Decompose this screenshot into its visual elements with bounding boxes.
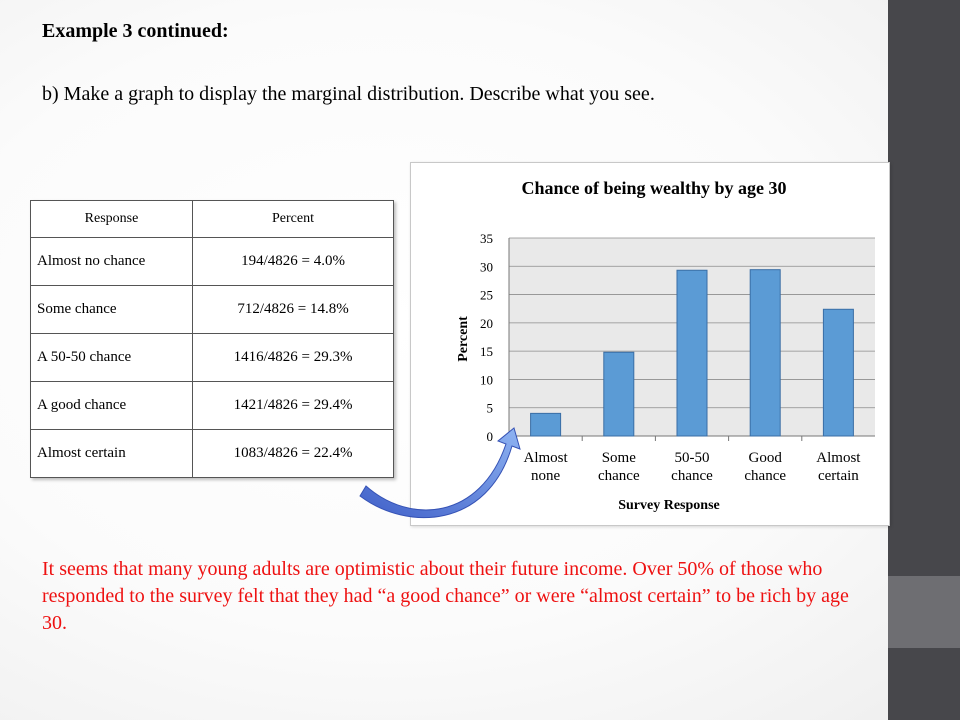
x-tick-label: 50-50 xyxy=(675,450,710,466)
x-tick-label: chance xyxy=(671,468,713,484)
x-tick-label: Good xyxy=(749,450,783,466)
table-row: A good chance 1421/4826 = 29.4% xyxy=(30,381,394,430)
cell-percent: 712/4826 = 14.8% xyxy=(192,285,394,334)
bar xyxy=(822,308,854,437)
y-tick-label: 15 xyxy=(480,344,493,359)
x-tick-label: certain xyxy=(818,468,859,484)
cell-response: Almost no chance xyxy=(30,237,193,286)
header-percent: Percent xyxy=(192,200,394,238)
x-tick-label: Almost xyxy=(816,450,861,466)
y-tick-label: 25 xyxy=(480,288,493,303)
y-axis-label: Percent xyxy=(456,316,471,362)
cell-percent: 1416/4826 = 29.3% xyxy=(192,333,394,382)
slide-question: b) Make a graph to display the marginal … xyxy=(42,83,655,105)
table-row: Some chance 712/4826 = 14.8% xyxy=(30,285,394,334)
table-header-row: Response Percent xyxy=(30,200,394,238)
bar xyxy=(676,269,708,437)
cell-response: A good chance xyxy=(30,381,193,430)
table-row: A 50-50 chance 1416/4826 = 29.3% xyxy=(30,333,394,382)
x-tick-label: none xyxy=(531,468,561,484)
x-tick-label: chance xyxy=(744,468,786,484)
y-tick-label: 30 xyxy=(480,259,493,274)
x-axis-label: Survey Response xyxy=(618,498,720,513)
slide-heading: Example 3 continued: xyxy=(42,20,229,42)
y-tick-label: 5 xyxy=(487,401,494,416)
y-tick-label: 10 xyxy=(480,372,493,387)
table-row: Almost certain 1083/4826 = 22.4% xyxy=(30,429,394,478)
y-tick-label: 20 xyxy=(480,316,493,331)
x-tick-label: Almost xyxy=(524,450,569,466)
y-tick-label: 35 xyxy=(480,231,493,246)
chart-title: Chance of being wealthy by age 30 xyxy=(522,178,787,198)
x-tick-label: chance xyxy=(598,468,640,484)
header-response: Response xyxy=(30,200,193,238)
bar xyxy=(603,351,635,437)
cell-response: A 50-50 chance xyxy=(30,333,193,382)
cell-percent: 1421/4826 = 29.4% xyxy=(192,381,394,430)
cell-percent: 194/4826 = 4.0% xyxy=(192,237,394,286)
y-tick-label: 0 xyxy=(487,429,494,444)
x-tick-label: Some xyxy=(602,450,637,466)
bar xyxy=(749,269,781,437)
bar xyxy=(530,412,562,437)
distribution-table: Response Percent Almost no chance 194/48… xyxy=(30,200,394,478)
cell-response: Almost certain xyxy=(30,429,193,478)
table-row: Almost no chance 194/4826 = 4.0% xyxy=(30,237,394,286)
cell-percent: 1083/4826 = 22.4% xyxy=(192,429,394,478)
bar-chart-svg: Chance of being wealthy by age 30 Percen… xyxy=(456,178,875,513)
slide-sidebar-accent xyxy=(888,576,960,648)
conclusion-text: It seems that many young adults are opti… xyxy=(42,558,849,634)
bar-chart: Chance of being wealthy by age 30 Percen… xyxy=(410,162,890,526)
cell-response: Some chance xyxy=(30,285,193,334)
